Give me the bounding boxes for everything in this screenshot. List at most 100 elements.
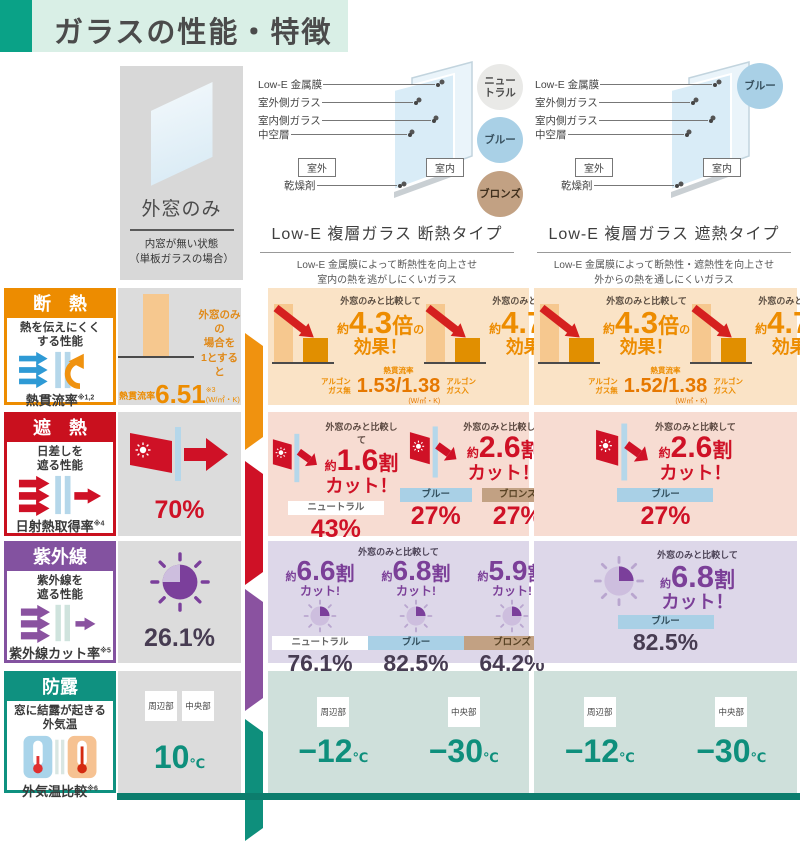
- sun-pie-icon: [594, 555, 645, 606]
- metric-footnote: ※4: [93, 521, 105, 529]
- edge-zone-box: 周辺部: [583, 697, 616, 727]
- right-arrow-icon: [245, 333, 263, 450]
- u-value-comparison: アルゴン ガス無 熱貫流率 1.52/1.38 (W/㎡・K) アルゴン ガス入: [588, 366, 743, 405]
- row-header-insulation: 断 熱 熱を伝えにくく する性能 熱貫流率※1,2: [4, 288, 116, 408]
- reference-bar-chart: [118, 294, 194, 358]
- compare-label: 外窓のみと比較して: [358, 547, 439, 557]
- insulation-arrows-icon: [17, 350, 103, 390]
- label-inner-glass: 室内側ガラス: [258, 113, 436, 128]
- row-title: 遮 熱: [7, 415, 113, 442]
- outer-only-shielding-cell: 70%: [118, 412, 241, 536]
- center-zone-box: 中央部: [182, 691, 214, 721]
- cut-group: 外窓のみと比較して 約1.6割 カット！ ニュートラル 43%: [272, 420, 400, 543]
- title-banner: [0, 0, 348, 52]
- divider: [260, 252, 514, 253]
- neutral-badge: ニュートラル: [272, 635, 368, 650]
- temperature-group: 周辺部 −12 ℃: [565, 697, 635, 767]
- reference-note: 外窓のみの 場合を 1とすると: [198, 309, 241, 378]
- row-title: 断 熱: [7, 291, 113, 318]
- edge-zone-box: 周辺部: [317, 697, 350, 727]
- page-title: ガラスの性能・特徴: [54, 17, 333, 49]
- outside-box: 室外: [575, 158, 613, 177]
- shielding-type-title: Low-E 複層ガラス 遮熱タイプ: [548, 226, 780, 243]
- metric-footnote: ※6: [87, 786, 98, 794]
- temperature-group: 周辺部 −12 ℃: [298, 697, 368, 767]
- outer-only-dew-cell: 周辺部 中央部 10 ℃: [118, 671, 241, 793]
- bar-drop-icon: [424, 298, 487, 364]
- swatch-bronze: ブロンズ: [477, 171, 523, 217]
- row-metric: 日射熱取得率※4: [15, 519, 105, 535]
- label-desiccant: 乾燥剤: [284, 178, 402, 193]
- outer-only-insulation-cell: 外窓のみの 場合を 1とすると 熱貫流率 6.51 ※3 (W/㎡・K): [118, 288, 241, 409]
- sun-arrow-icon: [129, 427, 228, 481]
- outer-window-note: 内窓が無い状態 （単板ガラスの場合）: [129, 238, 234, 265]
- row-title: 防露: [7, 674, 113, 701]
- bar-drop-icon: [538, 298, 600, 364]
- solar-gain-value: 70%: [154, 496, 205, 524]
- effect-group: 外窓のみと比較して 約4.3倍の 効果！: [538, 294, 690, 364]
- temperature-group: 中央部 −30 ℃: [429, 697, 499, 767]
- insulation-type-description: Low-E 金属膜によって断熱性を向上させ 室内の熱を逃がしにくいガラス: [296, 260, 478, 286]
- title-accent-block: [0, 0, 32, 52]
- swatch-blue: ブルー: [737, 63, 783, 109]
- dew-temperature: −12 ℃: [564, 733, 635, 769]
- divider: [129, 229, 234, 231]
- divider: [537, 252, 791, 253]
- blue-badge: ブルー: [399, 487, 472, 502]
- single-glass-pane-illustration: [150, 82, 213, 186]
- shielding-type-shielding-cell: 外窓のみと比較して 約2.6割 カット！ ブルー 27%: [534, 412, 797, 536]
- solar-gain-value: 27%: [640, 502, 691, 530]
- cut-group: 外窓のみと比較して 約2.6割 カット！ ブルー 27%: [595, 420, 736, 532]
- dew-temperature: −12 ℃: [298, 733, 369, 769]
- row-title: 紫外線: [7, 544, 113, 571]
- insulation-type-insulation-cell: 外窓のみと比較して 約4.3倍の 効果！ 外窓のみと比較して 約4.7倍の 効果…: [268, 288, 576, 405]
- label-air-layer: 中空層: [258, 127, 412, 142]
- label-inner-glass: 室内側ガラス: [535, 113, 713, 128]
- sun-deflect-icon: [272, 434, 317, 483]
- right-arrow-icon: [245, 589, 263, 711]
- sun-deflect-icon: [410, 426, 457, 478]
- label-outer-glass: 室外側ガラス: [535, 95, 695, 110]
- metric-footnote: ※1,2: [77, 395, 95, 403]
- right-arrow-icon: [245, 719, 263, 841]
- bar-drop-icon: [272, 298, 334, 364]
- cut-group: 約6.6割 カット! ニュートラル 76.1%: [272, 557, 368, 677]
- inside-box: 室内: [426, 158, 464, 177]
- row-trait: 熱を伝えにくく する性能: [19, 321, 101, 349]
- cut-group: 外窓のみと比較して 約2.6割 カット！ ブルー 27% ブロンズ 27%: [399, 420, 554, 532]
- shielding-arrows-icon: [17, 474, 103, 517]
- sun-pie-icon: [495, 599, 529, 633]
- label-lowe-film: Low-E 金属膜: [535, 77, 717, 92]
- effect-group: 外窓のみと比較して 約4.3倍の 効果！: [272, 294, 424, 364]
- outer-window-label: 外窓のみ: [141, 199, 222, 220]
- double-glazing-illustration: [393, 61, 473, 198]
- outside-box: 室外: [298, 158, 336, 177]
- label-desiccant: 乾燥剤: [561, 178, 679, 193]
- uv-cut-value: 82.5%: [632, 628, 699, 655]
- thermometers-icon: [20, 733, 100, 781]
- insulation-type-dew-cell: 周辺部 −12 ℃ 中央部 −30 ℃: [268, 671, 529, 793]
- bottom-bar: [117, 793, 800, 800]
- sun-pie-icon: [149, 552, 210, 613]
- cut-group: 約5.9割 カット! ブロンズ 64.2%: [464, 557, 560, 677]
- center-zone-box: 中央部: [447, 697, 480, 727]
- row-trait: 窓に結露が起きる 外気温: [14, 704, 106, 732]
- effect-group: 外窓のみと比較して 約4.7倍の 効果！: [690, 294, 800, 364]
- u-value-line: 熱貫流率 6.51 ※3 (W/㎡・K): [119, 378, 240, 409]
- dew-temperature: −30 ℃: [428, 733, 499, 769]
- row-metric: 外気温比較※6: [22, 784, 98, 800]
- row-header-uv: 紫外線 紫外線を 遮る性能 紫外線カット率※5: [4, 541, 116, 663]
- dew-temperature: −30 ℃: [696, 733, 767, 769]
- insulation-type-shielding-cell: 外窓のみと比較して 約1.6割 カット！ ニュートラル 43%: [268, 412, 554, 543]
- shielding-type-description: Low-E 金属膜によって断熱性・遮熱性を向上させ 外からの熱を通しにくいガラス: [553, 260, 775, 286]
- row-header-dew: 防露 窓に結露が起きる 外気温 外気温比較※6: [4, 671, 116, 799]
- insulation-type-title: Low-E 複層ガラス 断熱タイプ: [271, 226, 503, 243]
- insulation-type-uv-cell: 外窓のみと比較して 約6.6割 カット! ニュートラル 76.1% 約6.8割 …: [268, 541, 560, 676]
- bar-drop-icon: [690, 298, 753, 364]
- row-trait: 日差しを 遮る性能: [37, 445, 83, 473]
- swatch-neutral: ニュー トラル: [477, 64, 523, 110]
- row-metric: 熱貫流率※1,2: [25, 393, 95, 409]
- shielding-glass-diagram: Low-E 金属膜 室外側ガラス 室内側ガラス 中空層 乾燥剤 室外 室内 Lo…: [533, 60, 795, 286]
- label-air-layer: 中空層: [535, 127, 689, 142]
- u-value-comparison: アルゴン ガス無 熱貫流率 1.53/1.38 (W/㎡・K) アルゴン ガス入: [321, 366, 476, 405]
